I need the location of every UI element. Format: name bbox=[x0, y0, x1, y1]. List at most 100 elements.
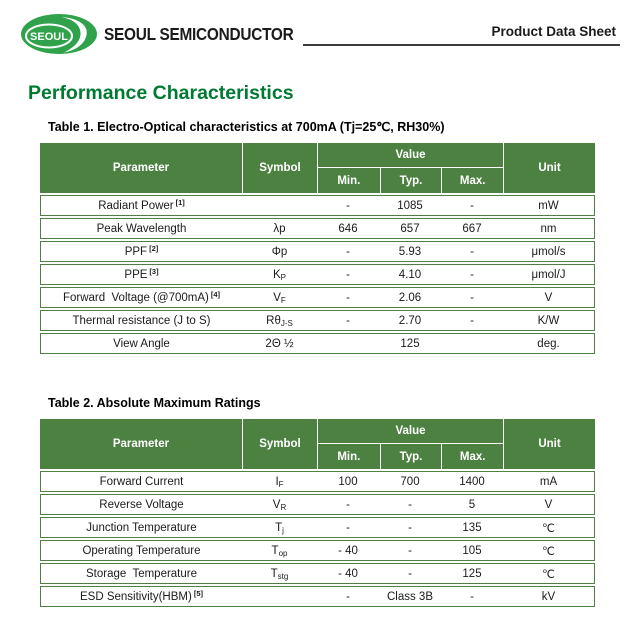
cell-max: 5 bbox=[468, 498, 476, 511]
cell-min: - bbox=[346, 498, 350, 511]
cell-unit: ℃ bbox=[542, 522, 555, 535]
cell-typ: 1085 bbox=[397, 199, 423, 212]
cell-parameter: Storage Temperature bbox=[85, 567, 198, 580]
column-header-value-group: Value Min. Typ. Max. bbox=[317, 419, 503, 469]
cell-unit: V bbox=[544, 291, 553, 304]
cell-max: - bbox=[470, 199, 474, 212]
cell-typ: 2.70 bbox=[398, 314, 422, 327]
seoul-logo: SEOUL bbox=[20, 13, 98, 55]
cell-min: - bbox=[346, 521, 350, 534]
cell-max: - bbox=[470, 314, 474, 327]
cell-max: - bbox=[470, 268, 474, 281]
column-header-max: Max. bbox=[441, 168, 503, 193]
cell-max: 135 bbox=[462, 521, 482, 534]
table-1-title: Table 1. Electro-Optical characteristics… bbox=[48, 120, 445, 134]
column-header-typ: Typ. bbox=[379, 444, 442, 469]
cell-unit: mW bbox=[538, 199, 559, 212]
table-row: PPE [3] K P - 4.10 - μmol/J bbox=[40, 264, 595, 285]
page-title: Performance Characteristics bbox=[28, 82, 294, 104]
column-header-value-group: Value Min. Typ. Max. bbox=[317, 143, 503, 193]
column-header-unit: Unit bbox=[503, 419, 595, 469]
document-header: SEOUL SEOUL SEMICONDUCTOR Product Data S… bbox=[0, 0, 629, 58]
cell-unit: μmol/J bbox=[531, 268, 566, 281]
cell-min: 646 bbox=[338, 222, 358, 235]
cell-symbol: Rθ J-S bbox=[266, 314, 293, 328]
cell-min: - bbox=[346, 245, 350, 258]
table-2-section: Table 2. Absolute Maximum Ratings Parame… bbox=[40, 396, 595, 607]
column-header-symbol: Symbol bbox=[242, 419, 317, 469]
cell-parameter: PPE [3] bbox=[124, 267, 159, 281]
cell-max: 105 bbox=[462, 544, 482, 557]
cell-typ: - bbox=[408, 567, 412, 580]
cell-typ: 4.10 bbox=[398, 268, 422, 281]
cell-parameter: Forward Current bbox=[99, 475, 184, 488]
footnote-ref: [4] bbox=[210, 290, 221, 299]
table-1-section: Table 1. Electro-Optical characteristics… bbox=[40, 119, 595, 354]
cell-symbol: 2Θ ½ bbox=[265, 337, 294, 350]
cell-min: 100 bbox=[338, 475, 358, 488]
footnote-ref: [3] bbox=[149, 267, 159, 276]
cell-typ: 657 bbox=[400, 222, 420, 235]
table-row: ESD Sensitivity(HBM) [5] - Class 3B - kV bbox=[40, 586, 595, 607]
table-2: Parameter Symbol Value Min. Typ. Max. Un… bbox=[40, 419, 595, 607]
cell-min: - bbox=[346, 199, 350, 212]
cell-unit: V bbox=[544, 498, 553, 511]
cell-unit: ℃ bbox=[542, 568, 555, 581]
table-1: Parameter Symbol Value Min. Typ. Max. Un… bbox=[40, 143, 595, 354]
cell-min: - bbox=[346, 314, 350, 327]
cell-parameter: Reverse Voltage bbox=[99, 498, 184, 511]
cell-max: - bbox=[470, 590, 474, 603]
column-header-value: Value bbox=[318, 143, 503, 168]
column-header-parameter: Parameter bbox=[112, 162, 170, 174]
column-header-max: Max. bbox=[441, 444, 503, 469]
value-subheader-row: Min. Typ. Max. bbox=[318, 444, 503, 469]
table-row: Reverse Voltage V R - - 5 V bbox=[40, 494, 595, 515]
cell-typ: - bbox=[408, 498, 412, 511]
seoul-logo-icon: SEOUL bbox=[21, 14, 97, 54]
cell-unit: mA bbox=[539, 475, 558, 488]
cell-symbol: λp bbox=[273, 222, 286, 235]
footnote-ref: [1] bbox=[175, 198, 185, 207]
cell-min: - bbox=[346, 590, 350, 603]
value-subheader-row: Min. Typ. Max. bbox=[318, 168, 503, 193]
cell-typ: Class 3B bbox=[386, 590, 434, 603]
table-row: Radiant Power [1] - 1085 - mW bbox=[40, 195, 595, 216]
cell-typ: - bbox=[408, 544, 412, 557]
table-row: View Angle 2Θ ½ 125 deg. bbox=[40, 333, 595, 354]
cell-min: - bbox=[346, 291, 350, 304]
cell-typ: - bbox=[408, 521, 412, 534]
table-row: Forward Current I F 100 700 1400 mA bbox=[40, 471, 595, 492]
column-header-typ: Typ. bbox=[379, 168, 442, 193]
table-row: PPF [2] Φp - 5.93 - μmol/s bbox=[40, 241, 595, 262]
cell-parameter: Radiant Power [1] bbox=[98, 198, 185, 212]
cell-parameter: PPF [2] bbox=[124, 244, 159, 258]
cell-parameter: Peak Wavelength bbox=[96, 222, 187, 235]
column-header-symbol: Symbol bbox=[242, 143, 317, 193]
table-row: Thermal resistance (J to S) Rθ J-S - 2.70 - K/… bbox=[40, 310, 595, 331]
table-2-body: Forward Current I F 100 700 1400 mA Reverse Vol… bbox=[40, 471, 595, 607]
doc-type-label: Product Data Sheet bbox=[491, 24, 616, 39]
table-1-body: Radiant Power [1] - 1085 - mW Peak Wavelength λ… bbox=[40, 195, 595, 354]
cell-unit: nm bbox=[540, 222, 557, 235]
column-header-value: Value bbox=[318, 419, 503, 444]
cell-min: - bbox=[346, 268, 350, 281]
cell-unit: kV bbox=[541, 590, 556, 603]
cell-symbol: Φp bbox=[271, 245, 288, 258]
cell-typ: 2.06 bbox=[398, 291, 422, 304]
table-2-header: Parameter Symbol Value Min. Typ. Max. Un… bbox=[40, 419, 595, 469]
footnote-ref: [2] bbox=[149, 244, 159, 253]
table-row: Peak Wavelength λp 646 657 667 nm bbox=[40, 218, 595, 239]
cell-parameter: Operating Temperature bbox=[82, 544, 201, 557]
cell-min: - 40 bbox=[338, 544, 358, 557]
column-header-min: Min. bbox=[337, 174, 361, 187]
